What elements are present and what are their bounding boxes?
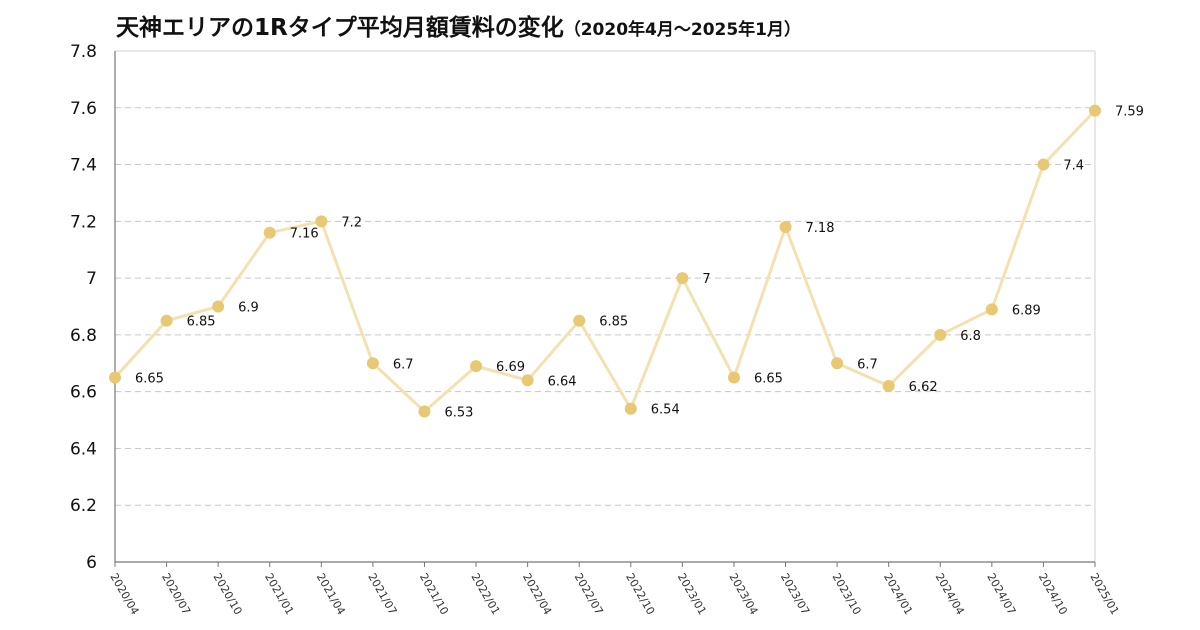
- y-tick-label: 7.6: [70, 99, 97, 119]
- data-label: 7.59: [1115, 105, 1144, 120]
- x-tick-label: 2024/07: [984, 571, 1018, 617]
- x-tick-label: 2022/10: [623, 571, 657, 617]
- y-tick-label: 6.4: [70, 439, 97, 459]
- data-label: 6.8: [960, 329, 981, 344]
- data-label: 6.7: [393, 357, 414, 372]
- data-point: [160, 314, 173, 327]
- data-label: 6.85: [599, 315, 628, 330]
- y-tick-label: 6.6: [70, 383, 97, 403]
- y-tick-label: 7: [86, 269, 97, 289]
- y-tick-label: 6: [86, 553, 97, 573]
- data-label: 6.62: [909, 380, 938, 395]
- data-labels: 6.65 6.85 6.9 7.16 7.2 6.7 6.53 6.69 6.64 6.85 6.5…: [135, 105, 1144, 421]
- data-point: [1037, 158, 1050, 171]
- x-tick-label: 2020/07: [159, 571, 193, 617]
- data-label: 7.18: [806, 221, 835, 236]
- x-tick-label: 2022/04: [520, 571, 554, 617]
- x-tick-label: 2021/04: [314, 571, 348, 617]
- data-point: [934, 328, 947, 341]
- data-label: 6.89: [1012, 303, 1041, 318]
- data-point: [315, 215, 328, 228]
- x-tick-label: 2023/10: [830, 571, 864, 617]
- data-label: 6.85: [187, 315, 216, 330]
- data-label: 6.64: [548, 374, 577, 389]
- y-axis-ticks: 6 6.2 6.4 6.6 6.8 7 7.2 7.4 7.6 7.8: [70, 42, 97, 573]
- series-line: [113, 109, 1097, 414]
- y-tick-label: 6.2: [70, 496, 97, 516]
- data-label: 6.53: [444, 406, 473, 421]
- gridlines: [115, 50, 1095, 506]
- data-point: [727, 371, 740, 384]
- data-point: [624, 402, 637, 415]
- y-tick-label: 7.2: [70, 212, 97, 232]
- x-tick-label: 2022/01: [468, 571, 502, 617]
- y-tick-label: 7.4: [70, 156, 97, 176]
- data-label: 6.7: [857, 357, 878, 372]
- y-tick-label: 6.8: [70, 326, 97, 346]
- data-point: [573, 314, 586, 327]
- data-point: [882, 379, 895, 392]
- data-point: [831, 357, 844, 370]
- series: [109, 104, 1101, 418]
- data-point: [779, 221, 792, 234]
- x-tick-label: 2025/01: [1087, 571, 1121, 617]
- x-tick-label: 2021/01: [262, 571, 296, 617]
- x-tick-label: 2022/07: [572, 571, 606, 617]
- data-point: [263, 226, 276, 239]
- chart-subtitle: （2020年4月〜2025年1月）: [563, 20, 802, 40]
- x-axis-ticks: 2020/04 2020/07 2020/10 2021/01 2021/04 2021/…: [107, 562, 1122, 617]
- data-point: [212, 300, 225, 313]
- data-label: 7.16: [290, 227, 319, 242]
- x-tick-label: 2021/07: [365, 571, 399, 617]
- data-label: 7.4: [1063, 159, 1084, 174]
- data-label: 6.69: [496, 360, 525, 375]
- x-tick-label: 2024/04: [933, 571, 967, 617]
- data-point: [470, 360, 483, 373]
- x-tick-label: 2023/04: [726, 571, 760, 617]
- data-point: [676, 272, 689, 285]
- x-tick-label: 2020/10: [211, 571, 245, 617]
- data-label: 7.2: [341, 215, 362, 230]
- x-tick-label: 2021/10: [417, 571, 451, 617]
- data-point: [418, 405, 431, 418]
- data-point: [1089, 104, 1101, 117]
- data-point: [521, 374, 534, 387]
- chart-title: 天神エリアの1Rタイプ平均月額賃料の変化（2020年4月〜2025年1月）: [116, 8, 801, 42]
- data-point: [366, 357, 379, 370]
- x-tick-label: 2023/01: [675, 571, 709, 617]
- data-point: [109, 371, 121, 384]
- data-point: [985, 303, 998, 316]
- x-tick-label: 2020/04: [107, 571, 141, 617]
- x-tick-label: 2024/10: [1036, 571, 1070, 617]
- data-label: 6.9: [238, 301, 259, 316]
- x-tick-label: 2024/01: [881, 571, 915, 617]
- data-label: 6.65: [754, 371, 783, 386]
- y-tick-label: 7.8: [70, 42, 97, 62]
- data-label: 7: [702, 272, 710, 287]
- chart-title-main: 天神エリアの1Rタイプ平均月額賃料の変化: [116, 15, 564, 41]
- data-label: 6.54: [651, 403, 680, 418]
- x-tick-label: 2023/07: [778, 571, 812, 617]
- data-label: 6.65: [135, 371, 164, 386]
- axes: [114, 50, 1096, 563]
